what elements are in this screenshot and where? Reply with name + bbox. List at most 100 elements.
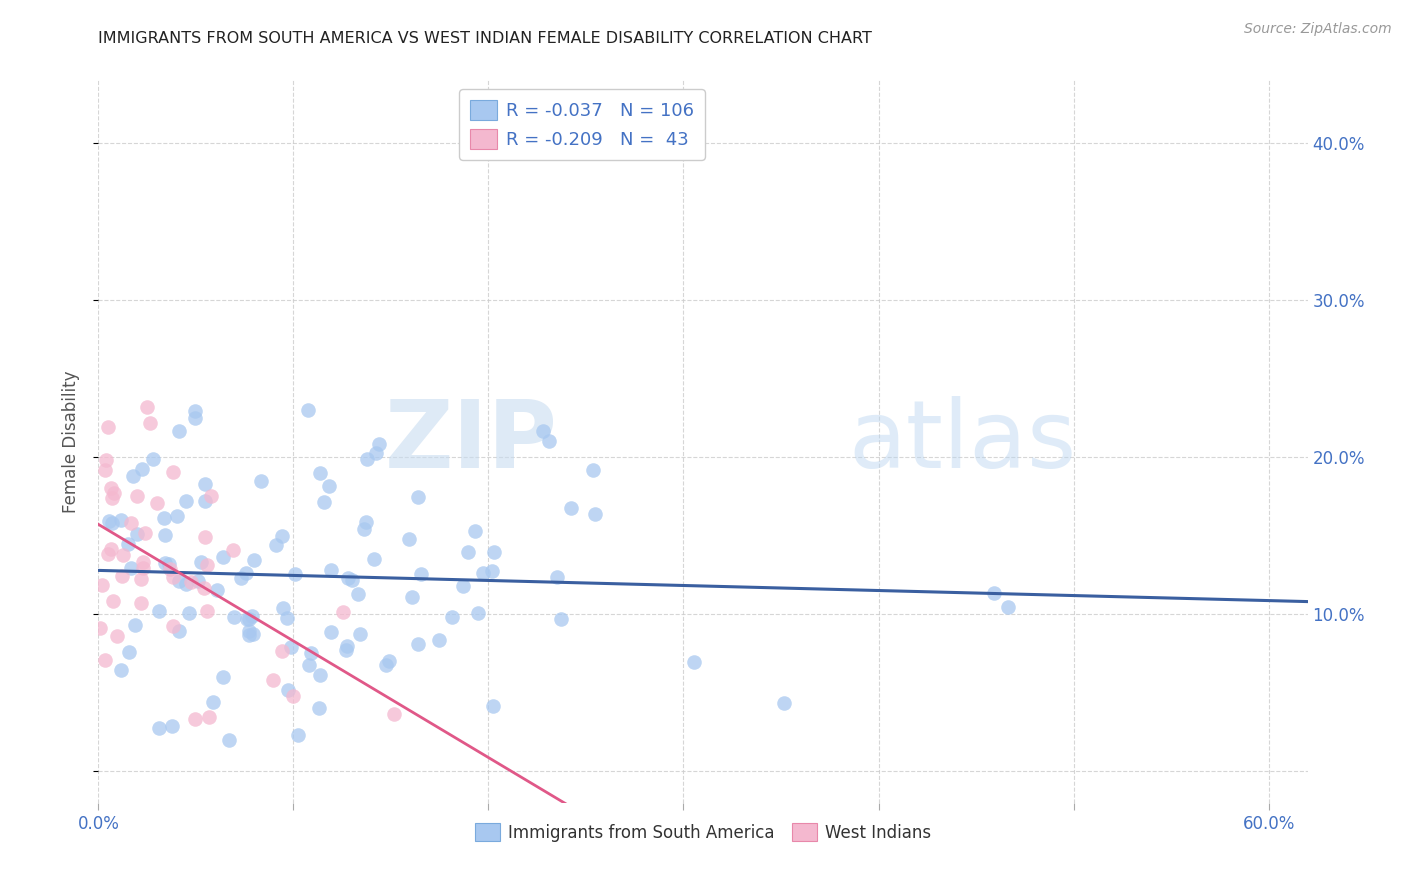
Point (195, 604, 218, 618)
Point (180, 575, 202, 590)
Point (105, 629, 128, 643)
Point (336, 640, 359, 654)
Text: Source: ZipAtlas.com: Source: ZipAtlas.com (1244, 22, 1392, 37)
Point (152, 511, 174, 525)
Point (309, 466, 332, 480)
Point (427, 633, 450, 648)
Point (406, 637, 429, 651)
Point (484, 545, 506, 559)
Point (118, 645, 141, 659)
Point (583, 507, 606, 521)
Point (177, 606, 200, 620)
Point (319, 624, 342, 639)
Point (94, 453, 117, 467)
Point (129, 596, 152, 610)
Point (238, 624, 260, 638)
Point (110, 663, 132, 677)
Point (472, 566, 495, 580)
Point (184, 712, 207, 726)
Point (354, 515, 377, 529)
Point (377, 654, 399, 668)
Point (183, 410, 205, 425)
Point (297, 402, 319, 417)
Point (368, 437, 391, 451)
Point (103, 486, 125, 500)
Point (319, 563, 342, 577)
Point (93, 462, 115, 476)
Point (194, 530, 217, 544)
Point (100, 481, 122, 495)
Point (242, 626, 264, 640)
Point (129, 572, 152, 586)
Point (117, 537, 139, 551)
Point (308, 700, 330, 714)
Point (122, 468, 145, 483)
Point (160, 719, 183, 733)
Point (336, 571, 359, 585)
Point (101, 491, 124, 505)
Point (266, 538, 288, 552)
Point (157, 557, 180, 571)
Point (202, 695, 225, 709)
Point (153, 557, 176, 571)
Point (983, 586, 1005, 600)
Point (997, 599, 1019, 614)
Point (299, 646, 322, 660)
Y-axis label: Female Disability: Female Disability (62, 370, 80, 513)
Point (184, 403, 207, 417)
Point (332, 605, 354, 619)
Point (221, 543, 243, 558)
Point (235, 566, 257, 580)
Point (136, 400, 159, 414)
Point (401, 591, 423, 605)
Point (406, 490, 429, 504)
Point (111, 548, 134, 562)
Point (96, 547, 118, 561)
Point (148, 721, 170, 735)
Point (91, 578, 114, 592)
Point (538, 434, 561, 448)
Point (235, 612, 257, 626)
Point (101, 516, 124, 530)
Point (120, 561, 142, 575)
Point (481, 564, 503, 578)
Point (240, 608, 263, 623)
Point (772, 696, 794, 710)
Point (132, 561, 155, 575)
Point (464, 524, 486, 539)
Point (111, 569, 134, 583)
Point (347, 587, 370, 601)
Point (262, 673, 284, 687)
Point (550, 612, 572, 626)
Point (174, 576, 197, 591)
Point (318, 479, 340, 493)
Point (531, 424, 554, 438)
Point (187, 574, 209, 588)
Text: IMMIGRANTS FROM SOUTH AMERICA VS WEST INDIAN FEMALE DISABILITY CORRELATION CHART: IMMIGRANTS FROM SOUTH AMERICA VS WEST IN… (98, 31, 872, 46)
Point (89, 621, 111, 635)
Point (127, 489, 149, 503)
Point (229, 571, 252, 585)
Point (193, 581, 215, 595)
Point (131, 462, 153, 476)
Point (148, 604, 170, 618)
Point (194, 477, 217, 491)
Point (238, 612, 260, 626)
Point (441, 610, 464, 624)
Point (284, 567, 307, 582)
Point (93, 653, 115, 667)
Point (110, 513, 132, 527)
Point (280, 640, 302, 655)
Text: ZIP: ZIP (385, 395, 558, 488)
Point (349, 626, 371, 640)
Point (127, 527, 149, 541)
Point (335, 642, 357, 657)
Point (283, 690, 305, 704)
Point (224, 610, 246, 624)
Point (97, 420, 120, 434)
Point (142, 452, 165, 467)
Point (457, 545, 479, 559)
Point (195, 558, 218, 572)
Point (560, 500, 582, 515)
Point (205, 582, 228, 597)
